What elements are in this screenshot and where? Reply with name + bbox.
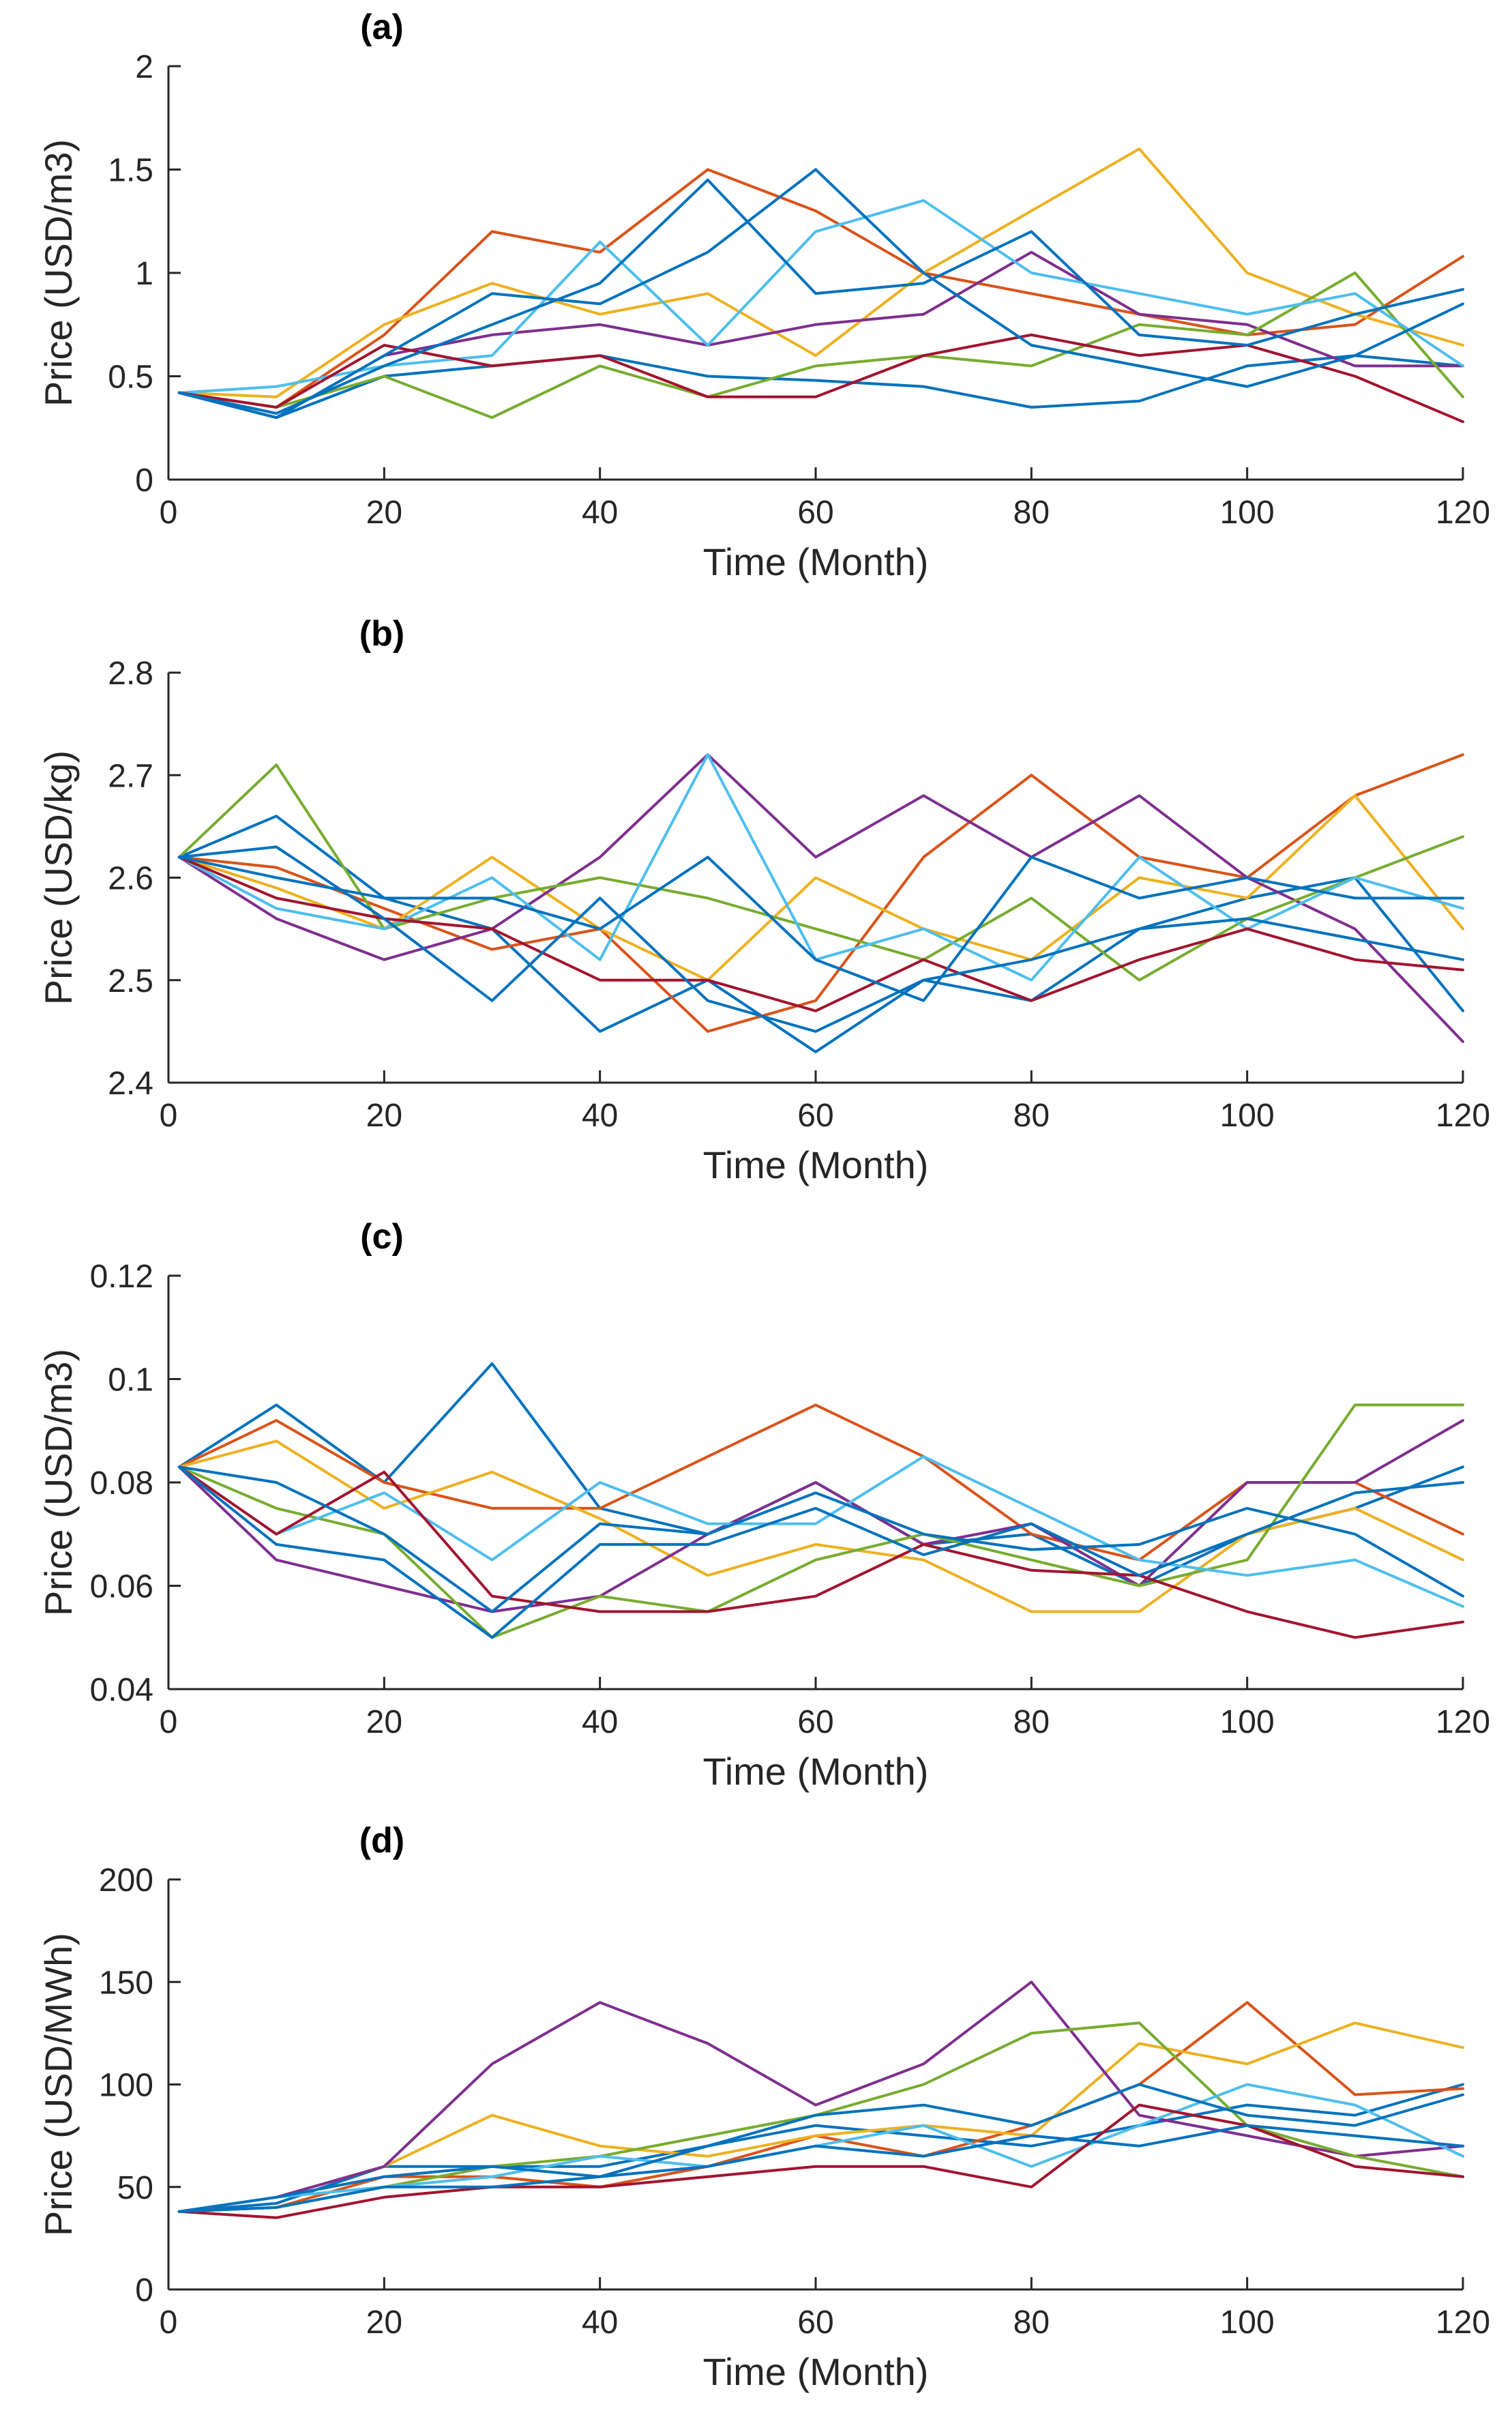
x-tick-label: 80 [1013,1704,1050,1740]
series-line-4 [177,1419,1464,1613]
x-tick-label: 60 [797,1098,833,1134]
chart-panel-1: 0 20 40 60 80 100 120 0 0.5 1 1.5 2 (a) Time (Month) P… [37,8,1490,583]
panel-title: (a) [360,8,404,47]
series-line-3 [177,147,1464,398]
series-line-4 [177,753,1464,1043]
y-tick-label: 0.5 [108,360,153,396]
x-tick-label: 120 [1436,495,1490,531]
y-tick-label: 0.1 [108,1362,153,1399]
series-line-5 [177,763,1464,982]
x-tick-label: 80 [1013,1098,1050,1134]
x-tick-label: 100 [1220,2304,1275,2341]
y-tick-label: 100 [99,2068,153,2104]
y-tick-label: 2.5 [108,963,153,999]
series-line-8 [177,2083,1464,2213]
series-line-5 [177,272,1464,420]
y-tick-label: 1 [135,256,153,292]
x-tick-label: 40 [582,1704,618,1740]
chart-panel-2: 0 20 40 60 80 100 120 2.4 2.5 2.6 2.7 2.8 (b) Time (M… [37,614,1490,1186]
y-tick-label: 0 [135,463,153,499]
x-tick-label: 100 [1220,1098,1275,1134]
x-tick-label: 20 [366,495,402,531]
x-tick-label: 60 [797,495,833,531]
series-line-4 [177,250,1464,420]
y-tick-label: 0.12 [90,1259,153,1295]
panel-title: (d) [359,1821,404,1860]
series-line-9 [177,2124,1464,2213]
x-tick-label: 0 [160,495,178,531]
x-axis-label: Time (Month) [703,1143,929,1186]
y-axis-label: Price (USD/MWh) [37,1933,80,2236]
x-tick-label: 20 [366,1704,402,1740]
x-tick-label: 60 [797,1704,833,1740]
y-tick-label: 150 [99,1965,153,2001]
x-axis-label: Time (Month) [703,540,929,583]
x-tick-label: 0 [160,1704,178,1740]
x-tick-label: 80 [1013,2304,1050,2341]
chart-panel-4: 0 20 40 60 80 100 120 0 50 100 150 200 (d) Time (Mont… [37,1821,1490,2393]
series-line-6 [177,1455,1464,1608]
y-axis-label: Price (USD/m3) [37,1349,80,1616]
y-tick-label: 50 [117,2170,153,2206]
panel-title: (c) [360,1217,404,1257]
y-tick-label: 2.4 [108,1066,153,1102]
panel-title: (b) [359,614,404,654]
y-tick-label: 0.04 [90,1672,153,1708]
y-tick-label: 200 [99,1862,153,1899]
y-tick-label: 0.08 [90,1465,153,1502]
x-tick-label: 0 [160,1098,178,1134]
y-tick-label: 2 [135,49,153,85]
y-axis-label: Price (USD/kg) [37,750,80,1005]
x-tick-label: 40 [582,2304,618,2341]
series-line-7 [177,333,1464,424]
x-axis-label: Time (Month) [703,1750,929,1793]
series-line-9 [177,845,1464,1033]
series-line-1 [177,815,1464,1053]
x-tick-label: 120 [1436,1098,1490,1134]
series-line-4 [177,1980,1464,2213]
series-line-8 [177,178,1464,415]
x-tick-label: 40 [582,1098,618,1134]
series-line-8 [177,855,1464,1002]
x-tick-label: 40 [582,495,618,531]
y-axis-label: Price (USD/m3) [37,139,80,407]
series-line-9 [177,1465,1464,1639]
x-tick-label: 80 [1013,495,1050,531]
x-tick-label: 20 [366,2304,402,2341]
series-line-6 [177,753,1464,982]
y-tick-label: 2.6 [108,861,153,897]
x-tick-label: 0 [160,2304,178,2341]
series-line-8 [177,1465,1464,1613]
chart-panel-3: 0 20 40 60 80 100 120 0.04 0.06 0.08 0.1 0.12 (c) Tim… [37,1217,1490,1793]
y-tick-label: 2.8 [108,656,153,692]
x-tick-label: 100 [1220,495,1275,531]
series-line-7 [177,2103,1464,2219]
y-tick-label: 0 [135,2272,153,2309]
y-tick-label: 1.5 [108,153,153,189]
y-tick-label: 2.7 [108,758,153,794]
y-tick-label: 0.06 [90,1569,153,1605]
series-line-7 [177,1465,1464,1639]
series-line-9 [177,168,1464,420]
x-tick-label: 100 [1220,1704,1275,1740]
x-tick-label: 20 [366,1098,402,1134]
x-tick-label: 60 [797,2304,833,2341]
x-tick-label: 120 [1436,2304,1490,2341]
x-tick-label: 120 [1436,1704,1490,1740]
x-axis-label: Time (Month) [703,2350,929,2393]
